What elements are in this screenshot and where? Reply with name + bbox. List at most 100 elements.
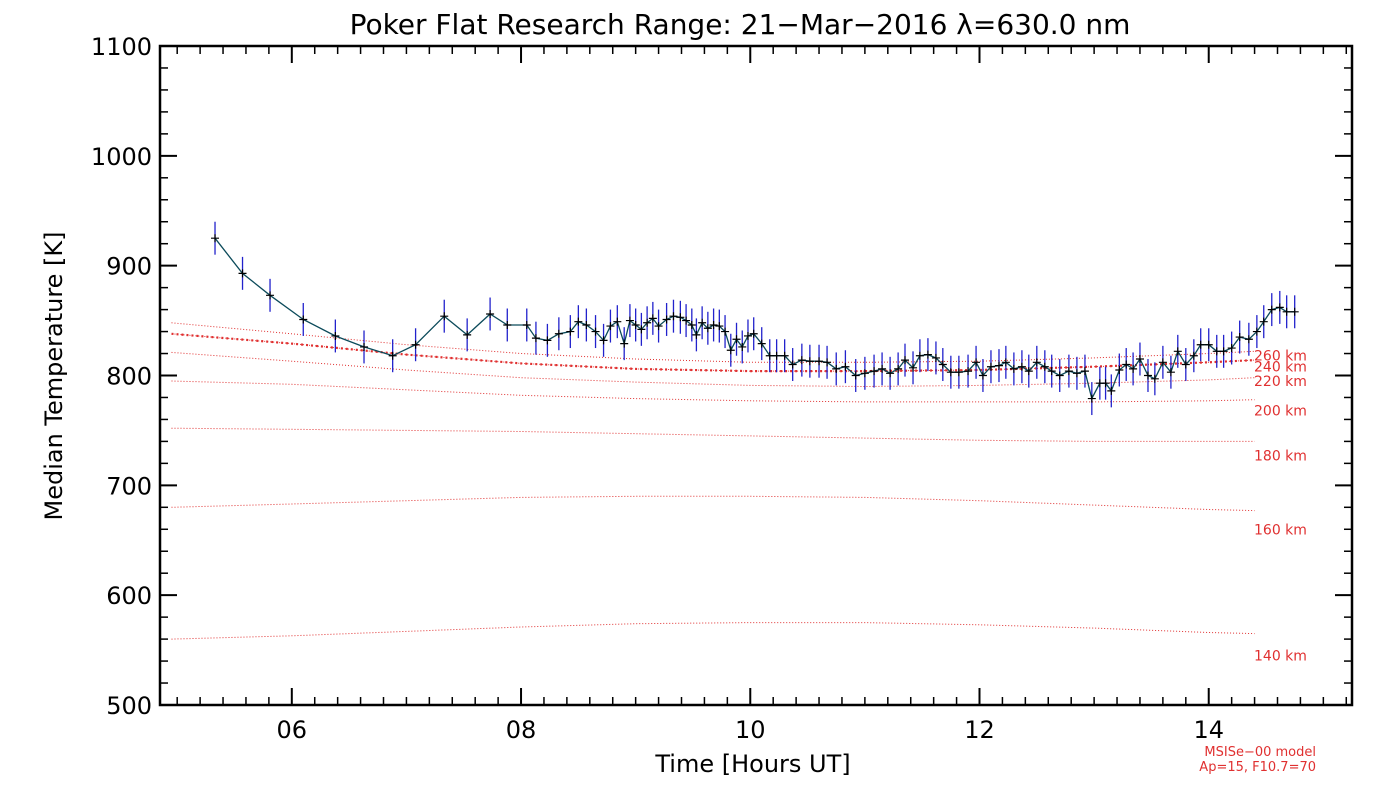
data-point	[823, 358, 832, 367]
data-point	[1024, 367, 1033, 376]
data-point	[411, 340, 420, 349]
data-point	[1055, 371, 1064, 380]
y-tick-label: 700	[106, 472, 152, 500]
data-point	[1107, 386, 1116, 395]
data-point	[1009, 364, 1018, 373]
data-point	[1173, 347, 1182, 356]
model-footnote-line-1: MSISe−00 model	[1204, 745, 1316, 760]
data-point	[732, 335, 741, 344]
data-point	[851, 371, 860, 380]
x-tick-label: 08	[506, 716, 537, 744]
data-point	[972, 358, 981, 367]
data-point	[1001, 358, 1010, 367]
data-point	[1115, 366, 1124, 375]
y-axis-label: Median Temperature [K]	[40, 231, 68, 520]
data-point	[1275, 303, 1284, 312]
data-point	[582, 320, 591, 329]
data-point	[531, 334, 540, 343]
data-point	[299, 315, 308, 324]
data-point	[1032, 358, 1041, 367]
data-point	[946, 368, 955, 377]
data-point	[1259, 317, 1268, 326]
data-point	[637, 325, 646, 334]
model-label-180-km: 180 km	[1254, 449, 1307, 465]
data-point	[901, 356, 909, 365]
plot-frame	[158, 44, 1354, 707]
data-point	[1252, 327, 1261, 336]
data-point	[554, 329, 563, 338]
model-label-220-km: 220 km	[1254, 374, 1307, 390]
data-point	[620, 339, 629, 348]
data-point	[797, 356, 806, 365]
model-line-180-km	[171, 427, 1255, 442]
model-lines	[171, 322, 1255, 640]
data-point	[709, 320, 718, 329]
data-point	[613, 317, 622, 326]
data-point	[894, 364, 903, 373]
axes: 500 600 700 800 900 1000 1100 06 08 10 12 14	[91, 33, 1354, 744]
y-tick-label: 800	[106, 363, 152, 391]
y-tick-label: 1100	[91, 33, 152, 61]
data-point	[1150, 374, 1159, 383]
data-point	[772, 351, 781, 360]
data-point	[1189, 351, 1198, 360]
x-tick-label: 12	[964, 716, 995, 744]
data-point	[1267, 305, 1276, 314]
data-point	[886, 369, 895, 378]
data-point	[738, 342, 747, 351]
model-line-220-km	[171, 351, 1255, 388]
data-point	[1122, 360, 1131, 369]
x-tick-label: 10	[735, 716, 766, 744]
model-label-240-km: 240 km	[1254, 360, 1307, 376]
data-point	[749, 329, 758, 338]
data-point	[923, 350, 932, 359]
data-point	[331, 331, 340, 340]
data-point	[1143, 371, 1152, 380]
data-point	[938, 360, 947, 369]
data-point	[765, 351, 774, 360]
data-point	[1017, 362, 1026, 371]
data-point	[721, 327, 730, 336]
model-line-140-km	[171, 622, 1255, 640]
data-point	[463, 330, 472, 339]
data-point	[805, 357, 814, 366]
x-tick-label: 06	[277, 716, 308, 744]
x-tick-label: 14	[1193, 716, 1224, 744]
data-point	[1129, 364, 1138, 373]
data-point	[1235, 333, 1244, 342]
data-point	[788, 360, 797, 369]
data-point	[1282, 307, 1291, 316]
data-point	[566, 327, 575, 336]
model-footnote-line-2: Ap=15, F10.7=70	[1199, 760, 1316, 775]
model-label-140-km: 140 km	[1254, 649, 1307, 665]
data-point	[878, 364, 887, 373]
y-tick-label: 600	[106, 582, 152, 610]
data-point	[698, 318, 707, 327]
data-point	[1196, 340, 1205, 349]
data-point	[954, 368, 963, 377]
data-point	[1047, 367, 1056, 376]
data-point	[682, 316, 691, 325]
data-point	[815, 357, 824, 366]
model-label-200-km: 200 km	[1254, 404, 1307, 420]
data-point	[631, 320, 640, 329]
data-point	[662, 315, 671, 324]
y-tick-label: 500	[106, 692, 152, 720]
data-point	[360, 342, 369, 351]
model-label-160-km: 160 km	[1254, 522, 1307, 538]
data-point	[211, 234, 220, 243]
data-point	[503, 320, 512, 329]
data-point	[591, 327, 600, 336]
data-point	[1158, 358, 1167, 367]
data-point	[832, 364, 841, 373]
model-line-highlight	[171, 332, 1255, 373]
data-point	[1204, 340, 1213, 349]
data-point	[860, 369, 869, 378]
data-point	[915, 351, 924, 360]
data-point	[994, 361, 1003, 370]
data-point	[964, 367, 973, 376]
data-point	[743, 331, 752, 340]
series-layer	[211, 221, 1299, 416]
